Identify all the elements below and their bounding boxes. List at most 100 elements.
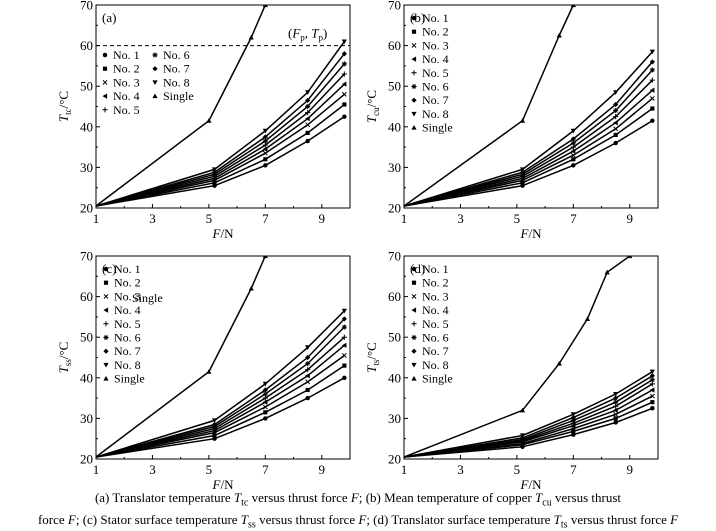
series-line-no-3: [404, 395, 653, 458]
x-tick-label: 9: [627, 462, 634, 477]
data-point: [571, 432, 576, 437]
data-point: [305, 379, 311, 385]
data-point: [613, 407, 618, 413]
data-point: [206, 369, 212, 374]
y-tick-label: 60: [80, 289, 93, 304]
data-point: [341, 51, 347, 57]
y-tick-label: 50: [80, 79, 93, 94]
data-point: [342, 363, 347, 368]
legend-label: No. 4: [422, 52, 449, 66]
data-point: [262, 5, 268, 8]
data-point: [342, 375, 347, 381]
y-axis-label: Tcu/°C: [364, 90, 381, 123]
data-point: [263, 163, 268, 168]
data-point: [262, 387, 268, 393]
data-point: [211, 169, 218, 175]
legend-marker: [411, 307, 417, 313]
data-point: [570, 136, 576, 142]
x-axis-label: F/N: [212, 477, 235, 492]
series-line-single: [96, 256, 266, 458]
x-tick-label: 7: [262, 462, 269, 477]
data-point: [519, 407, 526, 413]
data-point: [341, 39, 347, 45]
data-point: [211, 418, 218, 424]
x-tick-label: 3: [457, 211, 464, 226]
x-tick-label: 3: [149, 211, 156, 226]
legend: No. 1No. 2No. 3No. 4No. 5No. 6No. 7No. 8…: [103, 262, 145, 386]
annotation-fp-tp: (Fp, Tp): [288, 25, 327, 42]
legend-marker: [102, 66, 108, 71]
x-tick-label: 1: [93, 211, 100, 226]
data-point: [613, 140, 618, 146]
legend: No. 1No. 2No. 3No. 4No. 5No. 6No. 7No. 8…: [102, 48, 194, 117]
legend-label: No. 5: [422, 66, 449, 80]
data-point: [341, 308, 347, 314]
panel-label: (d): [410, 261, 425, 276]
data-point: [305, 109, 311, 116]
legend-marker: [102, 52, 108, 58]
y-tick-label: 60: [388, 289, 401, 304]
x-tick-label: 3: [149, 462, 156, 477]
stray-legend-text: Single: [132, 291, 163, 305]
legend-label: No. 7: [114, 344, 141, 358]
data-point: [613, 126, 619, 132]
legend-marker: [411, 293, 417, 299]
data-point: [570, 140, 576, 146]
x-tick-label: 5: [206, 211, 213, 226]
series-line-single: [404, 256, 631, 458]
legend-label: No. 1: [422, 11, 449, 25]
legend-marker: [411, 348, 417, 354]
data-point: [571, 163, 576, 168]
legend-label: No. 7: [163, 62, 190, 76]
legend-label: No. 6: [422, 331, 449, 345]
data-point: [570, 412, 576, 417]
x-tick-label: 1: [93, 462, 100, 477]
y-tick-label: 70: [388, 249, 401, 264]
data-point: [556, 360, 562, 366]
data-point: [613, 90, 619, 95]
data-point: [570, 128, 576, 134]
caption-line-1: (a) Translator temperature Ttc versus th…: [94, 490, 622, 509]
legend-marker: [152, 80, 158, 85]
data-point: [262, 146, 268, 152]
legend-label: Single: [114, 372, 145, 386]
data-point: [613, 420, 618, 425]
data-point: [211, 421, 218, 428]
legend-label: No. 4: [422, 303, 449, 317]
legend-marker: [411, 321, 417, 327]
legend-label: No. 3: [422, 289, 449, 303]
data-point: [650, 106, 655, 111]
panel-label: (b): [410, 10, 425, 25]
series-line-single: [404, 5, 574, 207]
legend-label: No. 5: [113, 103, 140, 117]
data-point: [262, 381, 268, 387]
legend-label: No. 4: [113, 89, 140, 103]
data-point: [570, 417, 576, 424]
x-tick-label: 9: [319, 211, 326, 226]
y-tick-label: 50: [388, 79, 401, 94]
data-point: [613, 399, 619, 405]
legend-marker: [411, 111, 417, 117]
legend-marker: [411, 15, 417, 21]
y-tick-label: 20: [80, 201, 93, 216]
legend-marker: [411, 97, 417, 103]
data-point: [305, 373, 310, 379]
legend-marker: [102, 107, 108, 113]
legend-label: No. 6: [422, 80, 449, 94]
legend-label: No. 2: [422, 276, 449, 290]
legend: No. 1No. 2No. 3No. 4No. 5No. 6No. 7No. 8…: [411, 11, 453, 135]
data-point: [342, 114, 347, 119]
legend-marker: [411, 56, 417, 62]
data-point: [341, 71, 347, 77]
caption-line-2: force F; (c) Stator surface temperature …: [37, 512, 679, 531]
y-tick-label: 70: [80, 249, 93, 264]
data-point: [519, 167, 526, 173]
x-tick-label: 5: [206, 462, 213, 477]
data-point: [262, 138, 268, 144]
data-point: [305, 116, 310, 122]
legend-marker: [411, 83, 417, 90]
legend-marker: [103, 334, 109, 341]
data-point: [613, 120, 618, 126]
x-tick-label: 5: [514, 211, 521, 226]
